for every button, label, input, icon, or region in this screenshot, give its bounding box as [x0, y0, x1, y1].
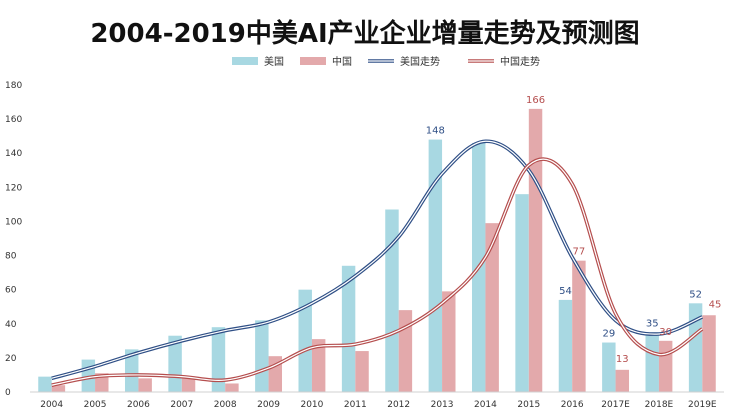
x-tick-label: 2010	[300, 400, 323, 410]
trend-lines	[51, 139, 704, 387]
bar-美国-2015	[515, 194, 529, 392]
line-美国走势-inner	[51, 140, 703, 379]
data-label-中国-2017E: 13	[616, 354, 629, 365]
data-label-中国-2016: 77	[573, 247, 586, 258]
legend-label-美国: 美国	[264, 55, 284, 68]
data-label-美国-2018E: 35	[646, 318, 659, 329]
data-label-美国-2019E: 52	[689, 289, 702, 300]
y-axis: 0 20 40 60 80 100 120 140 160 180	[5, 81, 22, 398]
y-tick-label: 140	[5, 149, 22, 159]
bar-美国-2004	[38, 376, 52, 392]
bar-美国-2017E	[602, 342, 616, 392]
x-tick-label: 2008	[214, 400, 237, 410]
bar-中国-2017E	[615, 369, 630, 392]
y-tick-label: 60	[5, 286, 17, 296]
data-label-中国-2018E: 30	[659, 327, 672, 338]
bar-中国-2004	[51, 385, 66, 392]
bar-中国-2010	[311, 339, 326, 392]
bar-美国-2006	[124, 349, 139, 392]
x-tick-label: 2016	[561, 400, 584, 410]
x-tick-label: 2013	[431, 400, 454, 410]
bar-中国-2016	[572, 260, 586, 392]
bar-美国-2019E	[688, 303, 703, 392]
bar-美国-2010	[298, 289, 312, 392]
bar-美国-2008	[211, 327, 226, 392]
bar-中国-2007	[181, 376, 196, 392]
y-tick-label: 160	[5, 115, 22, 125]
x-tick-label: 2006	[127, 400, 150, 410]
bar-美国-2013	[428, 139, 443, 392]
x-tick-label: 2009	[257, 400, 280, 410]
legend: 美国 中国 美国走势 中国走势	[232, 55, 540, 68]
data-label-美国-2017E: 29	[602, 329, 615, 340]
y-tick-label: 40	[5, 320, 17, 330]
line-中国走势-inner	[51, 158, 703, 386]
x-tick-label: 2011	[344, 400, 367, 410]
line-美国走势	[51, 139, 704, 381]
bar-中国-2006	[138, 378, 152, 392]
legend-label-美国走势: 美国走势	[400, 55, 440, 68]
data-label-中国-2019E: 45	[709, 299, 722, 310]
legend-swatch-美国	[232, 57, 258, 65]
x-tick-label: 2019E	[688, 400, 717, 410]
x-tick-label: 2014	[474, 400, 497, 410]
y-tick-label: 80	[5, 252, 17, 262]
bar-中国-2008	[225, 383, 239, 392]
x-tick-label: 2012	[387, 400, 410, 410]
x-tick-label: 2004	[40, 400, 63, 410]
legend-label-中国走势: 中国走势	[500, 55, 540, 68]
x-tick-label: 2015	[517, 400, 540, 410]
bar-美国-2012	[385, 209, 399, 392]
bar-美国-2009	[255, 320, 269, 392]
y-tick-label: 100	[5, 217, 22, 227]
bar-中国-2018E	[658, 340, 673, 392]
legend-swatch-中国	[300, 57, 326, 65]
bar-中国-2013	[442, 291, 456, 392]
y-tick-label: 20	[5, 354, 17, 364]
y-tick-label: 0	[5, 388, 11, 398]
bar-中国-2012	[398, 310, 413, 392]
bars	[38, 108, 716, 392]
data-label-美国-2016: 54	[559, 286, 572, 297]
bar-中国-2015	[528, 108, 543, 392]
chart-title: 2004-2019中美AI产业企业增量走势及预测图	[90, 18, 639, 49]
x-tick-label: 2018E	[645, 400, 674, 410]
legend-label-中国: 中国	[332, 55, 352, 68]
bar-中国-2019E	[702, 315, 716, 392]
x-tick-label: 2005	[84, 400, 107, 410]
bar-美国-2011	[341, 265, 356, 392]
y-tick-label: 120	[5, 183, 22, 193]
data-label-中国-2015: 166	[526, 95, 545, 106]
bar-美国-2016	[558, 299, 573, 392]
bar-中国-2011	[355, 351, 369, 392]
x-tick-label: 2007	[170, 400, 193, 410]
y-tick-label: 180	[5, 81, 22, 91]
line-中国走势	[51, 157, 704, 387]
bar-美国-2018E	[645, 332, 659, 392]
x-axis: 2004 2005 2006 2007 2008 2009 2010 2011 2012 2013…	[30, 391, 724, 410]
bar-中国-2014	[485, 223, 499, 392]
x-tick-label: 2017E	[601, 400, 630, 410]
data-label-美国-2013: 148	[426, 126, 445, 137]
